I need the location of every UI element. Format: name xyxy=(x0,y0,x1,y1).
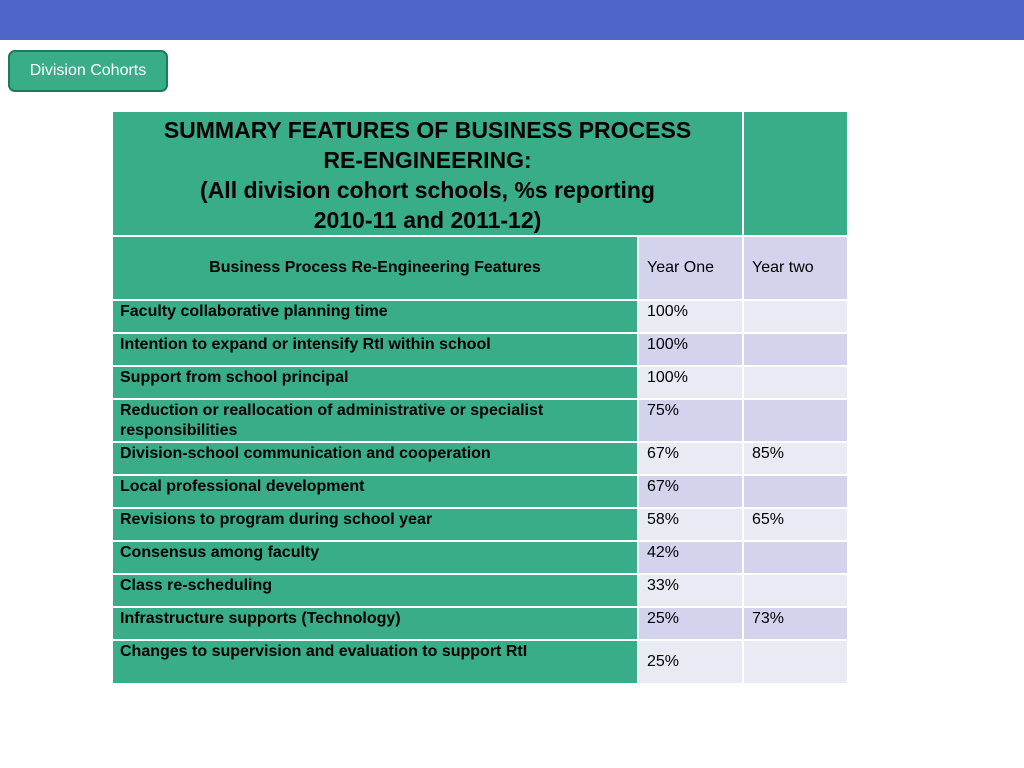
top-banner xyxy=(0,0,1024,40)
year-one-cell: 67% xyxy=(637,474,744,509)
year-two-cell xyxy=(742,639,849,685)
table-row: Local professional development 67% xyxy=(111,474,849,509)
year-one-cell: 42% xyxy=(637,540,744,575)
table-title-row: SUMMARY FEATURES OF BUSINESS PROCESS RE-… xyxy=(111,110,849,237)
feature-cell: Revisions to program during school year xyxy=(111,507,639,542)
feature-cell: Infrastructure supports (Technology) xyxy=(111,606,639,641)
table-row: Division-school communication and cooper… xyxy=(111,441,849,476)
table-row: Intention to expand or intensify RtI wit… xyxy=(111,332,849,367)
table-row: Revisions to program during school year … xyxy=(111,507,849,542)
year-one-cell: 25% xyxy=(637,606,744,641)
title-line: SUMMARY FEATURES OF BUSINESS PROCESS xyxy=(163,117,692,143)
year-two-cell xyxy=(742,540,849,575)
table-row: Class re-scheduling 33% xyxy=(111,573,849,608)
table-row: Consensus among faculty 42% xyxy=(111,540,849,575)
title-line: 2010-11 and 2011-12) xyxy=(313,207,542,233)
year-one-cell: 67% xyxy=(637,441,744,476)
feature-cell: Reduction or reallocation of administrat… xyxy=(111,398,639,443)
feature-cell: Class re-scheduling xyxy=(111,573,639,608)
title-side-cell xyxy=(742,110,849,237)
year-two-cell xyxy=(742,365,849,400)
column-header-year-two: Year two xyxy=(742,235,849,301)
year-one-cell: 58% xyxy=(637,507,744,542)
feature-cell: Intention to expand or intensify RtI wit… xyxy=(111,332,639,367)
table-header-row: Business Process Re-Engineering Features… xyxy=(111,235,849,301)
year-one-cell: 100% xyxy=(637,299,744,334)
year-two-cell xyxy=(742,332,849,367)
feature-cell: Faculty collaborative planning time xyxy=(111,299,639,334)
feature-cell: Changes to supervision and evaluation to… xyxy=(111,639,639,685)
year-one-cell: 100% xyxy=(637,332,744,367)
feature-cell: Local professional development xyxy=(111,474,639,509)
year-two-cell: 65% xyxy=(742,507,849,542)
table-row: Infrastructure supports (Technology) 25%… xyxy=(111,606,849,641)
year-two-cell: 85% xyxy=(742,441,849,476)
division-cohorts-button[interactable]: Division Cohorts xyxy=(8,50,168,92)
title-line: (All division cohort schools, %s reporti… xyxy=(200,177,655,203)
table-row: Reduction or reallocation of administrat… xyxy=(111,398,849,443)
year-two-cell xyxy=(742,299,849,334)
column-header-year-one: Year One xyxy=(637,235,744,301)
summary-table: SUMMARY FEATURES OF BUSINESS PROCESS RE-… xyxy=(111,110,849,685)
year-one-cell: 25% xyxy=(637,639,744,685)
column-header-features: Business Process Re-Engineering Features xyxy=(111,235,639,301)
year-one-cell: 75% xyxy=(637,398,744,443)
feature-cell: Division-school communication and cooper… xyxy=(111,441,639,476)
feature-cell: Consensus among faculty xyxy=(111,540,639,575)
year-one-cell: 100% xyxy=(637,365,744,400)
year-two-cell xyxy=(742,398,849,443)
table-row: Changes to supervision and evaluation to… xyxy=(111,639,849,685)
title-line: RE-ENGINEERING: xyxy=(323,147,532,173)
year-two-cell xyxy=(742,474,849,509)
table-row: Faculty collaborative planning time 100% xyxy=(111,299,849,334)
feature-cell: Support from school principal xyxy=(111,365,639,400)
table-title: SUMMARY FEATURES OF BUSINESS PROCESS RE-… xyxy=(111,110,744,237)
table-row: Support from school principal 100% xyxy=(111,365,849,400)
year-one-cell: 33% xyxy=(637,573,744,608)
year-two-cell xyxy=(742,573,849,608)
year-two-cell: 73% xyxy=(742,606,849,641)
